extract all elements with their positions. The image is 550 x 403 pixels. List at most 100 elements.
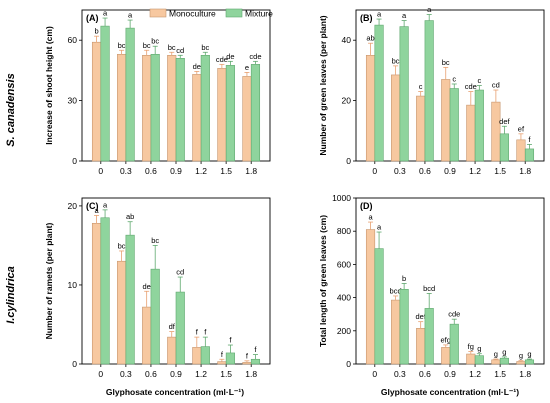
significance-letter: a (94, 206, 99, 215)
significance-letter: de (193, 62, 201, 71)
x-tick-label: 1.2 (195, 166, 207, 176)
y-tick-label: 30 (68, 96, 78, 106)
y-tick-label: 600 (337, 259, 351, 269)
significance-letter: cde (249, 52, 261, 61)
bar-mixture (424, 308, 434, 365)
x-tick-label: 1.5 (494, 369, 506, 379)
legend-label-mixture: Mixture (245, 9, 273, 19)
bar-mixture (474, 89, 484, 162)
significance-letter: def (499, 117, 510, 126)
significance-letter: bc (151, 236, 159, 245)
bar-monoculture (167, 336, 177, 365)
significance-letter: ab (126, 212, 134, 221)
x-tick-label: 0 (98, 166, 103, 176)
significance-letter: bc (442, 58, 450, 67)
bar-monoculture (441, 347, 451, 365)
significance-letter: bc (118, 241, 126, 250)
x-tick-label: 0.3 (394, 166, 406, 176)
significance-letter: a (377, 223, 382, 232)
y-tick-label: 0 (72, 156, 77, 166)
bar-monoculture (365, 229, 376, 365)
bar-mixture (449, 323, 459, 365)
y-axis-label: Increase of shoot height (cm) (44, 26, 54, 145)
bar-monoculture (142, 306, 152, 365)
bar-monoculture (217, 361, 227, 365)
significance-letter: bc (168, 43, 176, 52)
significance-letter: f (528, 135, 531, 144)
bar-mixture (225, 65, 235, 162)
significance-letter: c (419, 82, 423, 91)
x-axis-label-left: Glyphosate concentration (ml·L⁻¹) (106, 387, 244, 397)
bar-mixture (524, 148, 535, 162)
bar-monoculture (242, 76, 252, 162)
bar-monoculture (91, 222, 102, 365)
x-tick-label: 0 (98, 369, 103, 379)
panel-1: 0 20 40 Number of green leaves (per plant) (… (318, 5, 545, 176)
bar-mixture (150, 53, 160, 162)
x-tick-label: 0.6 (419, 166, 431, 176)
x-tick-label: 0.3 (120, 369, 132, 379)
x-tick-label: 0.9 (170, 369, 182, 379)
significance-letter: f (221, 350, 224, 359)
bar-monoculture (491, 101, 501, 162)
bar-mixture (100, 25, 110, 162)
x-tick-label: 1.5 (494, 166, 506, 176)
y-tick-label: 800 (337, 226, 351, 236)
significance-letter: bc (143, 41, 151, 50)
bar-mixture (474, 355, 484, 365)
legend: Monoculture Mixture (149, 9, 273, 19)
significance-letter: g (477, 344, 481, 353)
x-tick-label: 0.3 (394, 369, 406, 379)
significance-letter: a (103, 9, 108, 18)
y-tick-label: 400 (337, 293, 351, 303)
x-tick-label: 1.5 (220, 369, 232, 379)
x-tick-label: 0 (372, 369, 377, 379)
y-tick-label: 20 (342, 96, 352, 106)
significance-letter: de (143, 282, 151, 291)
x-tick-label: 1.8 (519, 166, 531, 176)
significance-letter: fg (468, 342, 474, 351)
x-tick-label: 1.2 (195, 369, 207, 379)
significance-letter: g (527, 350, 531, 359)
bar-monoculture (192, 74, 202, 162)
significance-letter: b (94, 27, 98, 36)
significance-letter: a (402, 11, 407, 20)
significance-letter: f (196, 328, 199, 337)
bar-mixture (399, 288, 409, 365)
bar-mixture (125, 234, 135, 365)
panel-2: 0 10 20 Number of ramets (per plant) (C) 0 aa 0… (44, 197, 271, 379)
significance-letter: cde (448, 310, 460, 319)
significance-letter: c (477, 76, 481, 85)
x-tick-label: 1.2 (469, 166, 481, 176)
significance-letter: bc (151, 37, 159, 46)
bar-monoculture (466, 353, 476, 365)
bar-monoculture (117, 53, 127, 162)
significance-letter: bc (201, 43, 209, 52)
x-tick-label: 0.6 (419, 369, 431, 379)
x-tick-label: 0 (372, 166, 377, 176)
bar-monoculture (416, 328, 426, 365)
significance-letter: de (226, 52, 234, 61)
x-tick-label: 0.3 (120, 166, 132, 176)
significance-letter: b (402, 274, 406, 283)
significance-letter: efg (441, 335, 451, 344)
significance-letter: f (204, 328, 207, 337)
panel-label: (B) (360, 13, 373, 23)
significance-letter: bcd (390, 286, 402, 295)
bar-monoculture (192, 347, 202, 365)
bar-monoculture (516, 139, 526, 162)
significance-letter: ef (518, 124, 525, 133)
significance-letter: bcd (423, 284, 435, 293)
bar-monoculture (91, 41, 102, 162)
significance-letter: cd (176, 268, 184, 277)
bar-monoculture (391, 74, 401, 162)
significance-letter: a (103, 200, 108, 209)
bar-mixture (200, 346, 210, 365)
bar-monoculture (416, 95, 426, 162)
bar-mixture (250, 358, 261, 365)
bar-monoculture (365, 54, 376, 162)
significance-letter: bc (392, 56, 400, 65)
